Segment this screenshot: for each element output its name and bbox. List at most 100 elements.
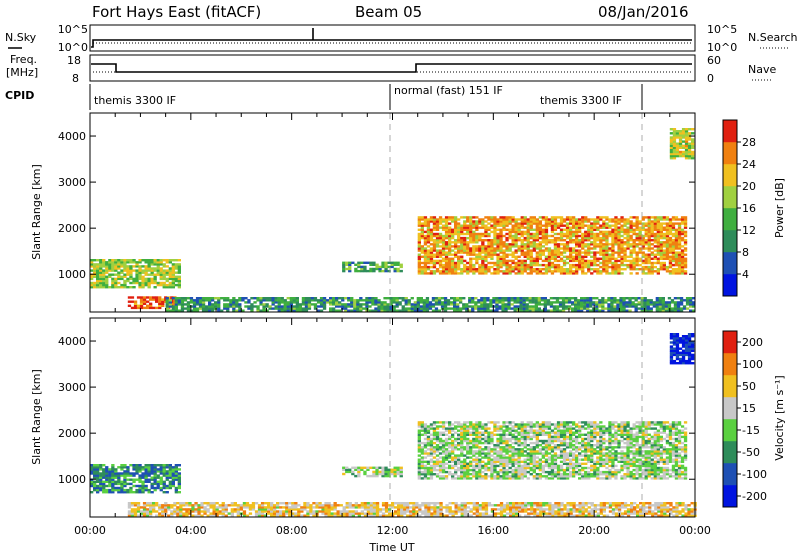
data-cell (431, 299, 436, 302)
data-cell (174, 472, 178, 475)
data-cell (475, 249, 479, 252)
data-cell (565, 241, 570, 244)
data-cell (668, 247, 673, 250)
data-cell (301, 303, 306, 306)
data-cell (380, 309, 384, 312)
data-cell (138, 283, 142, 287)
data-cell (620, 514, 625, 517)
data-cell (144, 273, 148, 276)
data-cell (161, 304, 165, 307)
data-cell (472, 232, 476, 236)
data-cell (398, 309, 402, 312)
data-cell (215, 512, 219, 515)
data-cell (602, 265, 606, 269)
data-cell (348, 504, 352, 507)
data-cell (114, 476, 118, 479)
data-cell (505, 502, 510, 505)
data-cell (426, 253, 431, 256)
data-cell (406, 514, 410, 517)
data-cell (566, 508, 570, 511)
data-cell (569, 502, 573, 505)
data-cell (677, 253, 682, 256)
data-cell (114, 273, 118, 276)
data-cell (457, 247, 461, 250)
data-cell (441, 243, 446, 246)
data-cell (665, 216, 670, 219)
data-cell (409, 510, 413, 513)
data-cell (182, 512, 186, 515)
data-cell (117, 259, 121, 262)
data-cell (130, 296, 135, 299)
data-cell (96, 484, 100, 488)
data-cell (508, 230, 512, 234)
data-cell (556, 251, 561, 254)
data-cell (441, 270, 446, 273)
data-cell (569, 270, 573, 273)
data-cell (188, 502, 192, 505)
data-cell (581, 245, 585, 248)
data-cell (674, 261, 679, 265)
data-cell (232, 299, 236, 302)
data-cell (338, 305, 342, 308)
data-cell (674, 241, 679, 244)
data-cell (208, 301, 212, 304)
data-cell (165, 470, 169, 473)
data-cell (663, 504, 667, 507)
data-cell (195, 303, 200, 306)
data-cell (435, 270, 440, 273)
data-cell (161, 302, 165, 305)
data-cell (675, 508, 679, 511)
data-cell (575, 268, 579, 271)
data-cell (472, 236, 476, 240)
data-cell (629, 261, 633, 265)
data-cell (206, 504, 210, 507)
data-cell (365, 305, 369, 308)
data-cell (638, 239, 642, 242)
data-cell (556, 247, 561, 250)
data-cell (477, 301, 481, 304)
data-cell (687, 512, 691, 515)
data-cell (460, 216, 464, 219)
data-cell (460, 232, 464, 236)
data-cell (432, 259, 437, 263)
data-cell (435, 220, 440, 223)
data-cell (478, 253, 482, 256)
data-cell (662, 232, 666, 236)
data-cell (484, 239, 488, 242)
data-cell (191, 510, 195, 513)
data-cell (623, 504, 628, 507)
data-cell (99, 263, 103, 266)
data-cell (557, 504, 561, 507)
data-cell (141, 275, 145, 278)
data-cell (129, 275, 133, 278)
data-cell (435, 234, 440, 238)
data-cell (689, 305, 693, 308)
data-cell (341, 303, 345, 306)
data-cell (515, 514, 519, 517)
data-cell (635, 251, 639, 254)
data-cell (123, 259, 127, 262)
data-cell (469, 241, 473, 244)
data-cell (218, 510, 222, 513)
data-region (90, 464, 181, 494)
data-cell (347, 297, 351, 300)
data-cell (417, 224, 421, 227)
data-cell (672, 148, 677, 152)
data-cell (176, 510, 180, 513)
data-cell (577, 301, 581, 304)
data-cell (674, 222, 679, 225)
data-cell (671, 239, 676, 242)
data-cell (639, 512, 643, 515)
data-cell (553, 228, 558, 231)
data-cell (469, 216, 473, 219)
data-cell (236, 508, 240, 511)
data-cell (558, 305, 563, 308)
data-cell (653, 261, 657, 265)
data-cell (590, 228, 594, 231)
data-cell (96, 476, 100, 479)
data-cell (625, 305, 629, 308)
data-cell (654, 502, 658, 505)
data-cell (173, 510, 177, 513)
data-cell (514, 268, 518, 271)
data-cell (685, 303, 690, 306)
